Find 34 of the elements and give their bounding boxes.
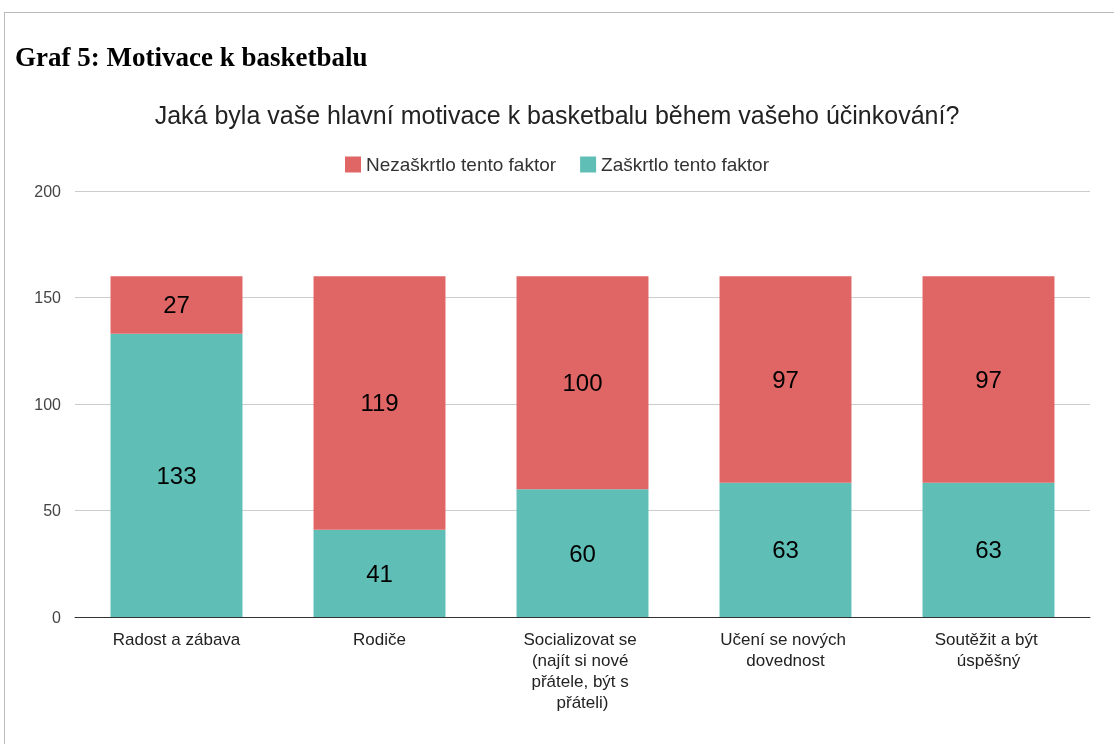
bar (719, 276, 852, 483)
x-tick-label: Učení se nových dovednost (720, 630, 851, 670)
data-label: 100 (562, 369, 603, 397)
bar (516, 489, 649, 617)
bar (922, 482, 1055, 617)
y-tick-label: 0 (52, 608, 62, 626)
bar (922, 276, 1055, 483)
bar (313, 529, 446, 617)
legend-label: Zaškrtlo tento faktor (601, 154, 770, 175)
chart-subtitle: Jaká byla vaše hlavní motivace k basketbalu během vašeho účinkování? (154, 100, 960, 129)
bar (110, 276, 243, 334)
x-tick-label: Soutěžit a být úspěšný (934, 630, 1043, 670)
data-label: 41 (366, 559, 393, 587)
bar (719, 482, 852, 617)
data-label: 60 (569, 539, 596, 567)
data-label: 119 (360, 389, 399, 417)
data-label: 97 (975, 366, 1002, 394)
data-label: 63 (975, 536, 1002, 564)
bar (110, 333, 243, 617)
data-label: 97 (772, 366, 799, 394)
bar (516, 276, 649, 490)
x-tick-label: Radost a zábava (112, 630, 241, 649)
y-tick-label: 150 (34, 289, 62, 306)
x-tick-label: Rodiče (353, 630, 406, 649)
x-tick-label: Socializovat se (najít si nové přátele, být s přáteli) (523, 630, 642, 712)
chart-title: Graf 5: Motivace k basketbalu (15, 41, 368, 72)
data-label: 133 (156, 461, 197, 489)
y-tick-label: 100 (34, 395, 62, 413)
legend-label: Nezaškrtlo tento faktor (366, 154, 557, 175)
data-label: 63 (772, 536, 799, 564)
y-tick-label: 200 (34, 182, 62, 200)
bar (313, 276, 446, 530)
data-label: 27 (163, 291, 190, 319)
y-tick-label: 50 (43, 502, 62, 519)
